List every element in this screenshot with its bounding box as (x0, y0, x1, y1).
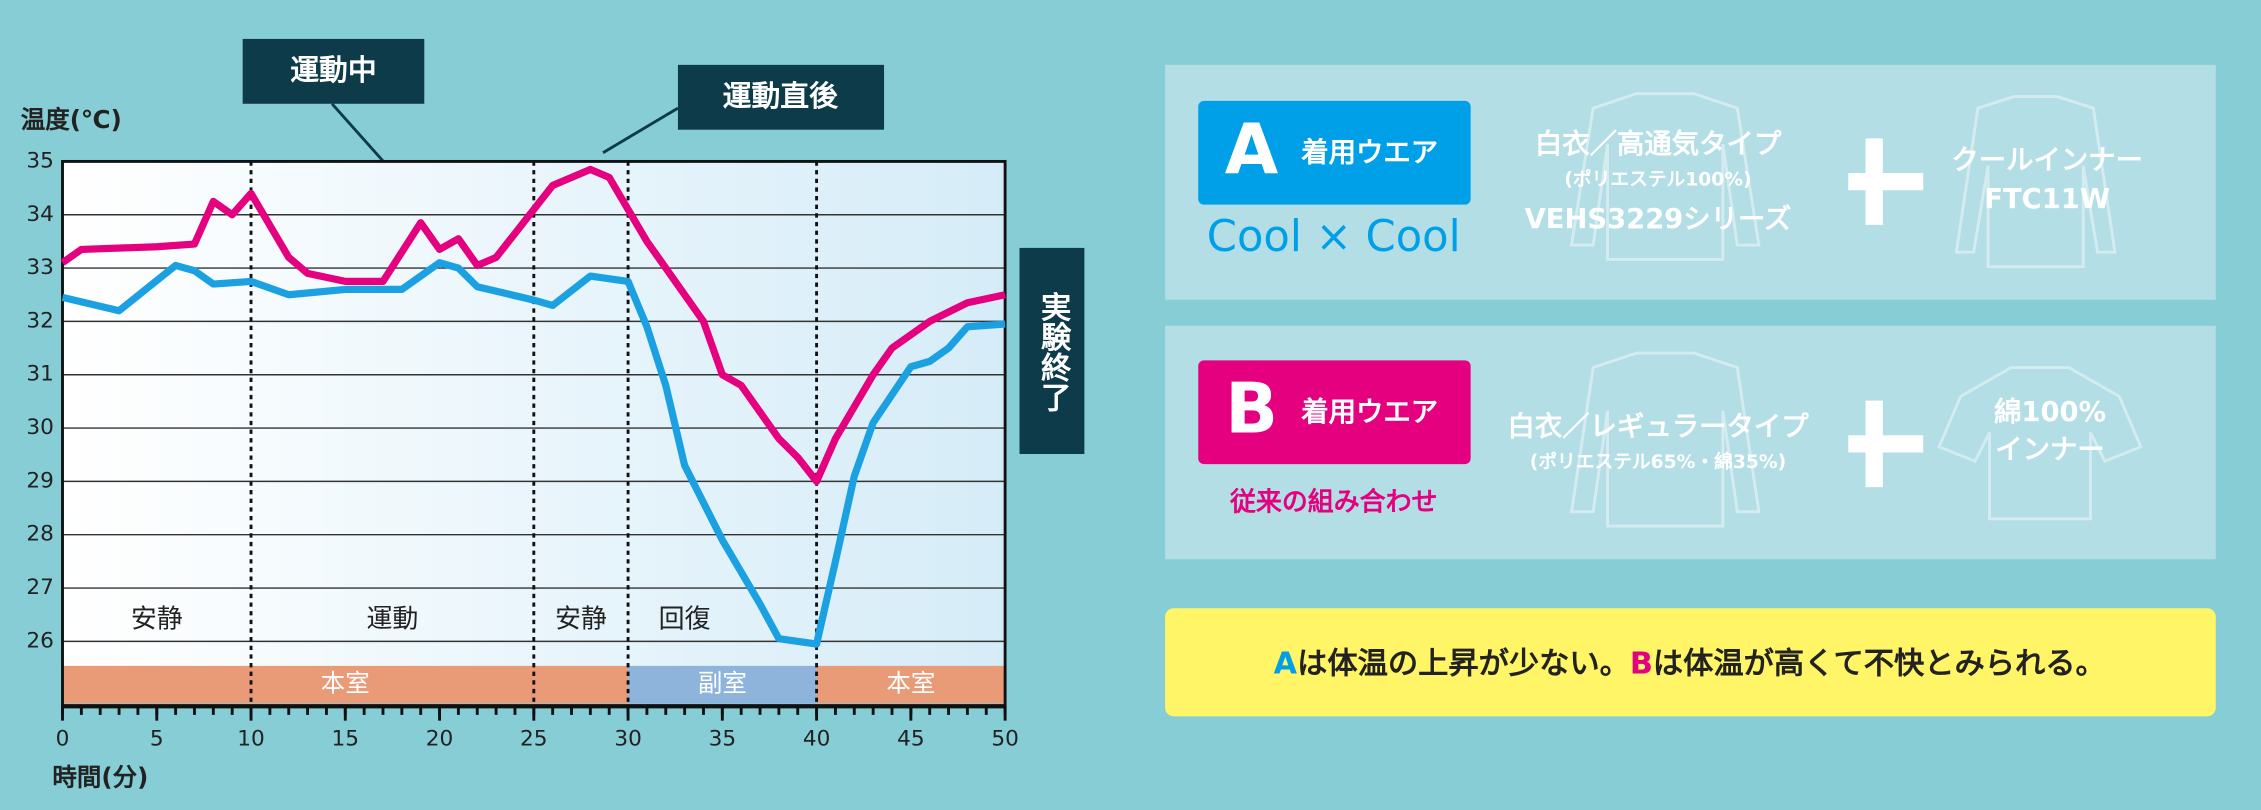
x-tick-label: 45 (897, 726, 925, 751)
jacket-icon (1569, 351, 1761, 528)
y-tick-label: 28 (26, 522, 53, 547)
badge-title: 着用ウエア (1300, 137, 1438, 169)
room-band (628, 665, 817, 704)
plus (1848, 138, 1924, 225)
x-tick-label: 35 (709, 726, 737, 751)
y-tick-label: 27 (26, 575, 53, 600)
room-label: 副室 (698, 669, 747, 698)
x-axis-label: 時間(分) (52, 762, 148, 791)
phase-label: 回復 (659, 604, 711, 634)
conclusion-b: B (1630, 646, 1653, 681)
badge (1198, 360, 1471, 465)
annotation-box (1019, 247, 1085, 455)
badge-letter: B (1225, 370, 1278, 450)
badge-title: 着用ウエア (1300, 396, 1438, 428)
annotation: 実験終了 (1035, 291, 1071, 413)
subtitle: Cool × Cool (1207, 212, 1461, 262)
wear: 白衣／高通気タイプ (1535, 128, 1782, 160)
x-tick-label: 40 (803, 726, 831, 751)
y-tick-label: 33 (26, 255, 53, 280)
conclusion: Aは体温の上昇が少ない。Bは体温が高くて不快とみられる。 (1274, 645, 2106, 681)
x-tick-label: 10 (237, 726, 265, 751)
phase-label: 安静 (555, 604, 607, 634)
inner-icon (1954, 95, 2117, 269)
wear-note: (ポリエステル65%・綿35%) (1530, 451, 1786, 473)
conclusion-text: は体温の上昇が少ない。 (1297, 645, 1630, 681)
inner-model: FTC11W (1984, 184, 2110, 215)
pointer (602, 106, 679, 155)
x-tick-label: 20 (426, 726, 454, 751)
x-tick-label: 25 (520, 726, 548, 751)
y-tick-label: 29 (26, 468, 53, 493)
y-tick-label: 26 (26, 628, 53, 653)
inner-model: インナー (1995, 435, 2105, 466)
annotation-box (677, 64, 885, 130)
phase-label: 運動 (366, 604, 418, 634)
panel-a: A 着用ウエア Cool × Cool 白衣／高通気タイプ (ポリエステル100… (1165, 64, 2216, 300)
conclusion-text: は体温が高くて不快とみられる。 (1653, 645, 2106, 681)
x-tick-label: 30 (614, 726, 642, 751)
room-label: 本室 (321, 669, 370, 698)
conclusion-box (1165, 608, 2216, 717)
y-axis-label: 温度(℃) (21, 105, 122, 134)
annotation: 運動直後 (723, 79, 839, 113)
y-tick-label: 32 (26, 308, 53, 333)
x-tick-label: 15 (332, 726, 360, 751)
inner: 綿100% (1994, 396, 2106, 428)
x-tick-label: 0 (56, 726, 70, 751)
subtitle: 従来の組み合わせ (1229, 487, 1438, 518)
wear: 白衣／レギュラータイプ (1507, 411, 1809, 443)
annotation: 運動中 (290, 53, 376, 87)
y-tick-label: 34 (26, 202, 53, 227)
wear-note: (ポリエステル100%) (1564, 169, 1751, 191)
plot: 26 27 28 29 30 31 32 33 34 35 本室 副室 本室 安静 運動 安静 回復 0 5 10 15… (26, 148, 1018, 751)
wear-model: VEHS3229シリーズ (1525, 203, 1792, 235)
y-tick-label: 30 (26, 415, 53, 440)
jacket-icon (1569, 92, 1761, 261)
plus (1848, 400, 1924, 488)
annotation-box (242, 38, 425, 104)
x-tick-label: 50 (991, 726, 1019, 751)
inner-icon (1937, 366, 2143, 521)
series-line (60, 165, 1006, 485)
badge (1198, 100, 1471, 205)
conclusion-a: A (1274, 646, 1298, 681)
y-tick-label: 35 (26, 148, 53, 173)
phase-label: 安静 (131, 604, 183, 634)
badge-letter: A (1225, 110, 1279, 190)
y-tick-label: 31 (26, 362, 53, 387)
room-label: 本室 (886, 669, 935, 698)
x-tick-label: 5 (150, 726, 164, 751)
room-band (816, 665, 1006, 704)
series-line (61, 259, 1006, 648)
inner: クールインナー (1951, 145, 2143, 176)
panel-b: B 着用ウエア 従来の組み合わせ 白衣／レギュラータイプ (ポリエステル65%・… (1165, 325, 2216, 560)
